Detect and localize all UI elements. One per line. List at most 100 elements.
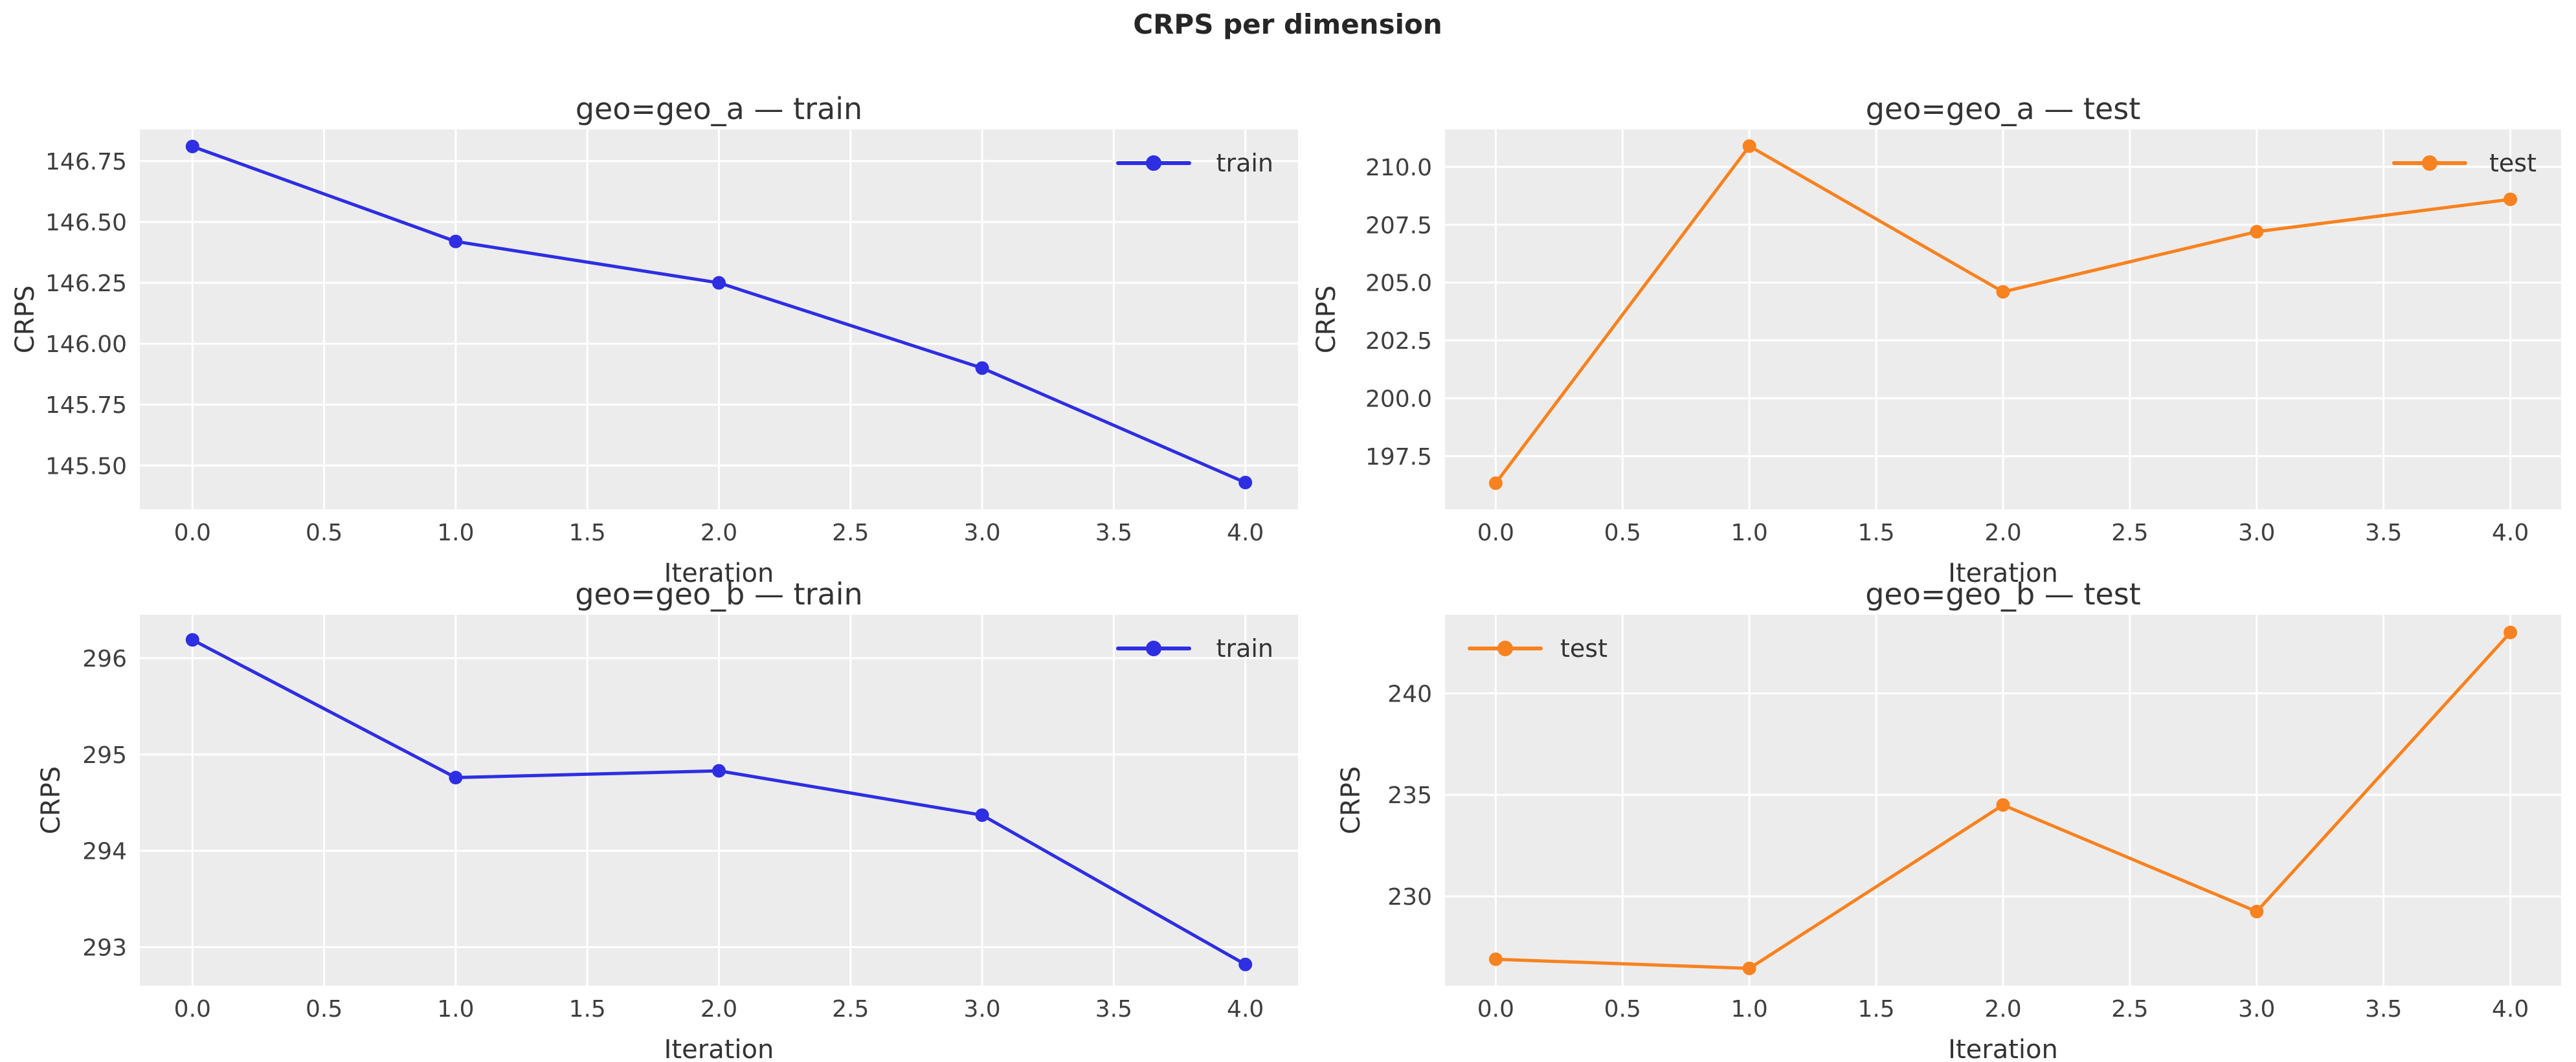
x-tick-label: 3.0 xyxy=(2238,996,2275,1023)
y-tick-label: 235 xyxy=(1387,782,1432,809)
y-axis-label: CRPS xyxy=(1312,285,1341,353)
y-tick-label: 200.0 xyxy=(1365,386,1432,412)
x-tick-label: 0.5 xyxy=(306,520,342,546)
x-tick-label: 3.0 xyxy=(963,996,1000,1023)
y-tick-label: 202.5 xyxy=(1365,328,1432,355)
x-tick-label: 4.0 xyxy=(1227,520,1264,546)
subplot-title: geo=geo_a — train xyxy=(576,91,862,126)
x-axis-label: Iteration xyxy=(664,1035,774,1062)
x-tick-label: 1.0 xyxy=(437,520,474,546)
y-tick-label: 293 xyxy=(82,935,127,961)
legend: test xyxy=(2392,149,2537,177)
x-tick-label: 1.5 xyxy=(569,520,606,546)
x-tick-label: 2.0 xyxy=(1984,520,2021,546)
figure-suptitle: CRPS per dimension xyxy=(1133,8,1442,40)
legend-label: test xyxy=(1560,634,1607,663)
x-tick-label: 4.0 xyxy=(1227,996,1264,1023)
data-point xyxy=(975,361,989,375)
data-point xyxy=(975,808,989,823)
data-point xyxy=(2503,192,2518,206)
x-tick-label: 0.5 xyxy=(306,996,342,1023)
y-tick-label: 295 xyxy=(82,742,127,769)
data-point xyxy=(712,276,726,290)
y-tick-label: 230 xyxy=(1387,884,1432,911)
y-tick-label: 240 xyxy=(1387,681,1432,707)
x-tick-label: 2.5 xyxy=(832,520,869,546)
data-point xyxy=(449,234,463,249)
x-tick-label: 2.5 xyxy=(832,996,869,1023)
data-point xyxy=(1488,476,1503,491)
data-point xyxy=(712,764,726,778)
x-tick-label: 1.0 xyxy=(437,996,474,1023)
subplot-geo-a-train: 0.0 0.5 1.0 1.5 2.0 2.5 3.0 3.5 4.0 145.50 145.75 1… xyxy=(10,91,1298,588)
y-tick-label: 145.75 xyxy=(45,392,127,419)
legend: test xyxy=(1468,634,1607,663)
x-tick-label: 3.5 xyxy=(1095,520,1132,546)
y-tick-label: 145.50 xyxy=(45,453,127,480)
y-axis-label: CRPS xyxy=(10,285,40,353)
x-tick-label: 0.0 xyxy=(174,996,211,1023)
x-tick-label: 0.5 xyxy=(1604,520,1641,546)
legend: train xyxy=(1116,634,1273,663)
y-axis-label: CRPS xyxy=(36,766,66,834)
y-tick-label: 294 xyxy=(82,839,127,865)
x-axis-label: Iteration xyxy=(1948,559,2058,588)
x-tick-label: 2.5 xyxy=(2111,520,2148,546)
y-tick-label: 197.5 xyxy=(1365,444,1432,470)
y-tick-label: 146.00 xyxy=(45,331,127,358)
data-point xyxy=(1996,798,2010,812)
data-point xyxy=(2503,625,2518,639)
x-tick-label: 0.5 xyxy=(1604,996,1641,1023)
x-tick-label: 3.5 xyxy=(1095,996,1132,1023)
x-axis-label: Iteration xyxy=(1948,1035,2058,1062)
legend: train xyxy=(1116,149,1273,177)
y-tick-label: 146.50 xyxy=(45,210,127,236)
x-tick-label: 4.0 xyxy=(2492,520,2529,546)
x-tick-label: 1.5 xyxy=(1857,996,1894,1023)
x-tick-label: 2.0 xyxy=(1984,996,2021,1023)
legend-marker-icon xyxy=(1146,155,1161,171)
data-point xyxy=(2250,225,2264,239)
legend-marker-icon xyxy=(2422,155,2437,171)
x-tick-label: 1.5 xyxy=(569,996,606,1023)
data-point xyxy=(185,633,199,647)
x-tick-label: 2.0 xyxy=(700,520,737,546)
legend-label: train xyxy=(1216,634,1273,663)
x-tick-label: 1.0 xyxy=(1731,996,1768,1023)
subplot-title: geo=geo_b — test xyxy=(1865,577,2141,612)
y-tick-label: 146.25 xyxy=(45,271,127,297)
subplot-geo-a-test: 0.0 0.5 1.0 1.5 2.0 2.5 3.0 3.5 4.0 197.5 200.0 202… xyxy=(1312,91,2561,588)
subplot-geo-b-train: 0.0 0.5 1.0 1.5 2.0 2.5 3.0 3.5 4.0 293 294 295 296 g… xyxy=(36,577,1298,1062)
x-tick-label: 2.5 xyxy=(2111,996,2148,1023)
y-axis-label: CRPS xyxy=(1336,766,1366,834)
data-point xyxy=(1996,285,2010,299)
legend-marker-icon xyxy=(1146,641,1161,656)
x-tick-label: 0.0 xyxy=(174,520,211,546)
x-tick-label: 1.5 xyxy=(1857,520,1894,546)
x-tick-label: 3.0 xyxy=(2238,520,2275,546)
y-tick-label: 210.0 xyxy=(1365,155,1432,181)
x-tick-label: 3.0 xyxy=(963,520,1000,546)
data-point xyxy=(1488,952,1503,966)
data-point xyxy=(1742,139,1756,153)
subplot-title: geo=geo_b — train xyxy=(575,577,862,612)
y-tick-label: 146.75 xyxy=(45,149,127,175)
x-axis-label: Iteration xyxy=(664,559,774,588)
x-tick-label: 0.0 xyxy=(1477,520,1514,546)
legend-marker-icon xyxy=(1497,641,1513,656)
x-tick-label: 2.0 xyxy=(700,996,737,1023)
legend-label: test xyxy=(2489,149,2537,177)
data-point xyxy=(1238,957,1253,971)
x-tick-label: 3.5 xyxy=(2365,996,2402,1023)
subplot-title: geo=geo_a — test xyxy=(1866,91,2141,126)
legend-label: train xyxy=(1216,149,1273,177)
data-point xyxy=(185,139,199,153)
data-point xyxy=(1742,961,1756,975)
subplot-geo-b-test: 0.0 0.5 1.0 1.5 2.0 2.5 3.0 3.5 4.0 230 235 240 geo=… xyxy=(1336,577,2561,1062)
x-tick-label: 4.0 xyxy=(2492,996,2529,1023)
y-tick-label: 296 xyxy=(82,646,127,672)
x-tick-label: 0.0 xyxy=(1477,996,1514,1023)
y-tick-label: 205.0 xyxy=(1365,271,1432,297)
